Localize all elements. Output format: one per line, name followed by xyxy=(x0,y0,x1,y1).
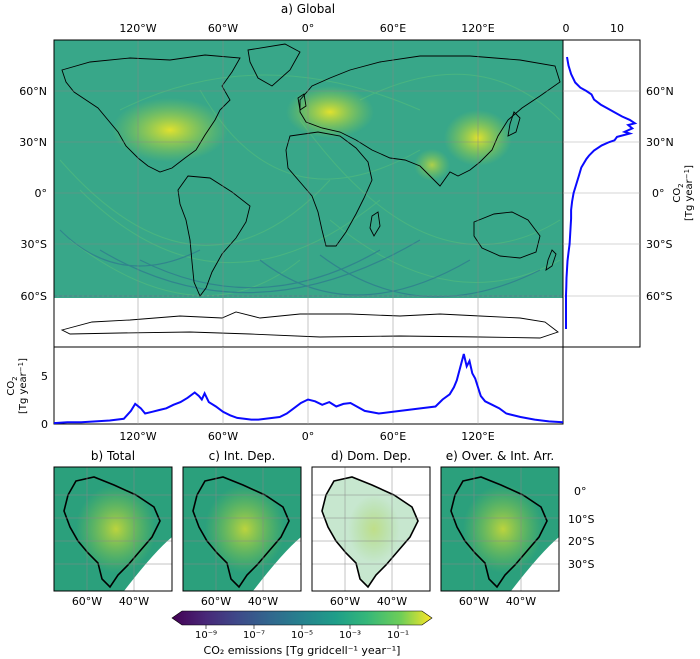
small-lon-tick: 60°W xyxy=(459,595,489,608)
small-lat-tick: 0° xyxy=(574,485,587,498)
hotspot-india xyxy=(414,149,450,181)
lat-tick-label: 30°S xyxy=(21,238,47,251)
lon-tick-label: 60°W xyxy=(208,22,238,35)
lon-tick-label: 0° xyxy=(302,22,315,35)
colorbar-tick: 10⁻¹ xyxy=(387,630,409,641)
lat-profile-panel: 0 10 60°N 30°N 0° 30°S 60°S CO2 [Tg year… xyxy=(562,22,695,348)
lon-tick-label: 60°E xyxy=(380,22,406,35)
lat-profile-line xyxy=(565,56,638,329)
small-map-panel: e) Over. & Int. Arr. 60°W 40°W xyxy=(440,449,560,608)
small-panel-title: e) Over. & Int. Arr. xyxy=(446,449,555,463)
small-lat-tick: 20°S xyxy=(568,535,594,548)
colorbar-tick: 10⁻⁹ xyxy=(195,630,217,641)
lat-tick-label: 0° xyxy=(652,187,665,200)
hotspot-north-america xyxy=(112,98,228,162)
small-map-panel: d) Dom. Dep. 60°W 40°W xyxy=(311,449,431,608)
small-lon-tick: 40°W xyxy=(377,595,407,608)
lon-tick-label: 0° xyxy=(302,430,315,443)
lon-tick-label: 60°E xyxy=(380,430,406,443)
main-lat-ticks-left: 60°N 30°N 0° 30°S 60°S xyxy=(19,85,47,303)
small-map-panel: b) Total 60°W 40°W xyxy=(53,449,173,608)
lon-profile-ylabel-1: CO2 xyxy=(6,376,19,395)
lat-profile-xlabel-2: [Tg year−1] xyxy=(683,165,695,221)
small-lon-tick: 40°W xyxy=(119,595,149,608)
lon-tick-label: 120°E xyxy=(461,430,494,443)
southern-routes xyxy=(59,229,541,298)
lon-profile-panel: 0 5 120°W 60°W 0° 60°E 120°E CO2 [Tg yea… xyxy=(6,346,564,443)
small-lon-tick: 60°W xyxy=(201,595,231,608)
lat-profile-xlabel-1: CO2 xyxy=(672,183,685,202)
small-lon-tick: 40°W xyxy=(248,595,278,608)
lon-tick-label: 120°W xyxy=(119,430,156,443)
lat-tick-label: 60°N xyxy=(19,85,47,98)
main-gridlines xyxy=(54,40,563,347)
colorbar-label: CO₂ emissions [Tg gridcell⁻¹ year⁻¹] xyxy=(204,644,401,657)
small-panel-title: d) Dom. Dep. xyxy=(331,449,411,463)
emission-field xyxy=(54,40,563,298)
colorbar-tick: 10⁻³ xyxy=(339,630,361,641)
small-map-panel: c) Int. Dep. 60°W 40°W xyxy=(182,449,302,608)
main-map xyxy=(54,40,563,347)
colorbar: 10⁻⁹ 10⁻⁷ 10⁻⁵ 10⁻³ 10⁻¹ CO₂ emissions [… xyxy=(171,610,433,657)
lat-tick-label: 30°N xyxy=(646,136,674,149)
main-lon-ticks-top: 120°W 60°W 0° 60°E 120°E xyxy=(119,22,494,35)
small-panel-title: c) Int. Dep. xyxy=(209,449,276,463)
lat-profile-xtick: 0 xyxy=(563,22,570,35)
lat-tick-label: 60°S xyxy=(21,290,47,303)
lat-tick-label: 0° xyxy=(35,187,48,200)
lon-profile-ytick: 0 xyxy=(41,418,48,431)
lon-profile-ytick: 5 xyxy=(41,370,48,383)
small-lat-tick: 10°S xyxy=(568,513,594,526)
lon-tick-label: 60°W xyxy=(208,430,238,443)
lat-tick-label: 60°S xyxy=(646,290,672,303)
colorbar-tick: 10⁻⁷ xyxy=(243,630,265,641)
lat-tick-label: 60°N xyxy=(646,85,674,98)
small-lon-tick: 60°W xyxy=(330,595,360,608)
lon-profile-ylabel-2: [Tg year−1] xyxy=(17,358,29,414)
lat-profile-xtick: 10 xyxy=(610,22,624,35)
lon-tick-label: 120°W xyxy=(119,22,156,35)
small-lon-tick: 60°W xyxy=(72,595,102,608)
lon-tick-label: 120°E xyxy=(461,22,494,35)
main-title: a) Global xyxy=(281,2,335,16)
colorbar-tick: 10⁻⁵ xyxy=(291,630,313,641)
small-lat-tick: 30°S xyxy=(568,558,594,571)
small-lon-tick: 40°W xyxy=(506,595,536,608)
lat-tick-label: 30°N xyxy=(19,136,47,149)
small-panel-title: b) Total xyxy=(91,449,135,463)
lon-profile-line xyxy=(53,353,564,425)
lat-tick-label: 30°S xyxy=(646,238,672,251)
